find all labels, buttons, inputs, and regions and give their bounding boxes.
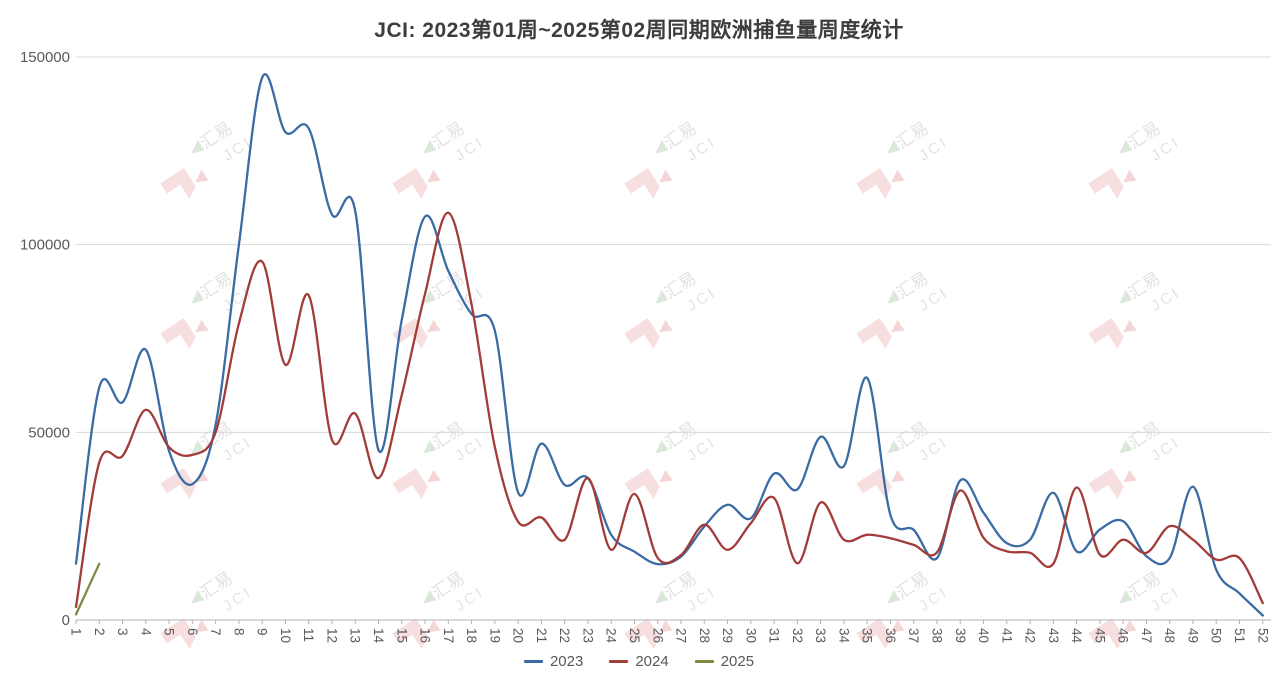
x-axis-label: 19 <box>487 628 502 643</box>
x-axis-label: 11 <box>301 628 316 642</box>
legend-item-2023[interactable]: 2023 <box>523 653 584 670</box>
x-axis-label: 24 <box>604 628 619 644</box>
chart-title: JCI: 2023第01周~2025第02周同期欧洲捕鱼量周度统计 <box>374 19 904 42</box>
legend-label: 2025 <box>720 653 755 670</box>
series-line-2023 <box>74 73 1264 617</box>
x-axis-label: 31 <box>767 628 782 643</box>
x-axis-label: 9 <box>255 628 270 636</box>
x-axis-label: 4 <box>138 628 153 636</box>
y-axis-label: 150000 <box>20 49 70 66</box>
x-axis-label: 3 <box>115 628 130 636</box>
x-axis-label: 28 <box>697 628 712 643</box>
x-axis-label: 12 <box>324 628 339 643</box>
x-axis-label: 13 <box>348 628 363 643</box>
x-axis-label: 34 <box>836 628 851 644</box>
x-axis-label: 36 <box>883 628 898 643</box>
x-axis-label: 16 <box>418 628 433 643</box>
x-axis-label: 20 <box>511 628 526 643</box>
legend-item-2024[interactable]: 2024 <box>609 653 669 670</box>
x-axis-label: 39 <box>953 628 968 643</box>
x-axis-label: 27 <box>674 628 689 643</box>
legend-label: 2023 <box>549 653 584 670</box>
x-axis-label: 29 <box>720 628 735 643</box>
y-axis-label: 100000 <box>20 237 70 254</box>
x-axis-label: 32 <box>790 628 805 643</box>
x-axis-label: 42 <box>1023 628 1038 643</box>
x-axis-label: 44 <box>1069 628 1084 644</box>
x-axis-label: 23 <box>580 628 595 643</box>
x-axis-label: 49 <box>1185 628 1200 643</box>
x-axis-label: 5 <box>162 628 177 636</box>
x-axis-label: 14 <box>371 628 386 644</box>
x-axis-label: 46 <box>1116 628 1131 643</box>
x-axis-label: 48 <box>1162 628 1177 643</box>
series-line-2025 <box>74 562 101 616</box>
y-axis-label: 50000 <box>28 424 70 441</box>
legend-label: 2024 <box>635 653 669 670</box>
legend-swatch-2024 <box>609 660 629 663</box>
x-axis-label: 25 <box>627 628 642 643</box>
x-axis-label: 17 <box>441 628 456 643</box>
x-axis-label: 26 <box>650 628 665 643</box>
legend-item-2025[interactable]: 2025 <box>694 653 755 670</box>
legend-swatch-2025 <box>694 660 714 663</box>
legend-swatch-2023 <box>523 660 543 663</box>
x-axis-label: 18 <box>464 628 479 643</box>
x-axis-label: 22 <box>557 628 572 643</box>
x-axis-label: 7 <box>208 628 223 636</box>
x-axis-label: 21 <box>534 628 549 643</box>
gridlines: 0 50000 100000 150000 <box>20 49 1271 629</box>
x-axis-label: 41 <box>999 628 1014 643</box>
x-axis-label: 6 <box>185 628 200 636</box>
x-axis-label: 30 <box>743 628 758 643</box>
x-axis-label: 47 <box>1139 628 1154 643</box>
chart-legend: 2023 2024 2025 <box>0 653 1278 670</box>
x-axis: 1 2 3 4 5 6 7 8 9 10 11 12 13 14 15 16 17 18 19 20 21 22 23 24 2… <box>69 620 1270 644</box>
x-axis-label: 8 <box>231 628 246 636</box>
x-axis-label: 38 <box>929 628 944 643</box>
x-axis-label: 40 <box>976 628 991 643</box>
x-axis-label: 50 <box>1209 628 1224 643</box>
x-axis-label: 51 <box>1232 628 1247 643</box>
x-axis-label: 1 <box>69 628 84 636</box>
x-axis-label: 52 <box>1255 628 1270 643</box>
x-axis-label: 35 <box>860 628 875 643</box>
x-axis-label: 15 <box>394 628 409 643</box>
series-line-2024 <box>74 211 1264 609</box>
y-axis-label: 0 <box>62 612 70 629</box>
x-axis-label: 45 <box>1092 628 1107 643</box>
x-axis-label: 43 <box>1046 628 1061 643</box>
x-axis-label: 37 <box>906 628 921 643</box>
x-axis-label: 2 <box>92 628 107 636</box>
x-axis-label: 10 <box>278 628 293 643</box>
x-axis-label: 33 <box>813 628 828 643</box>
